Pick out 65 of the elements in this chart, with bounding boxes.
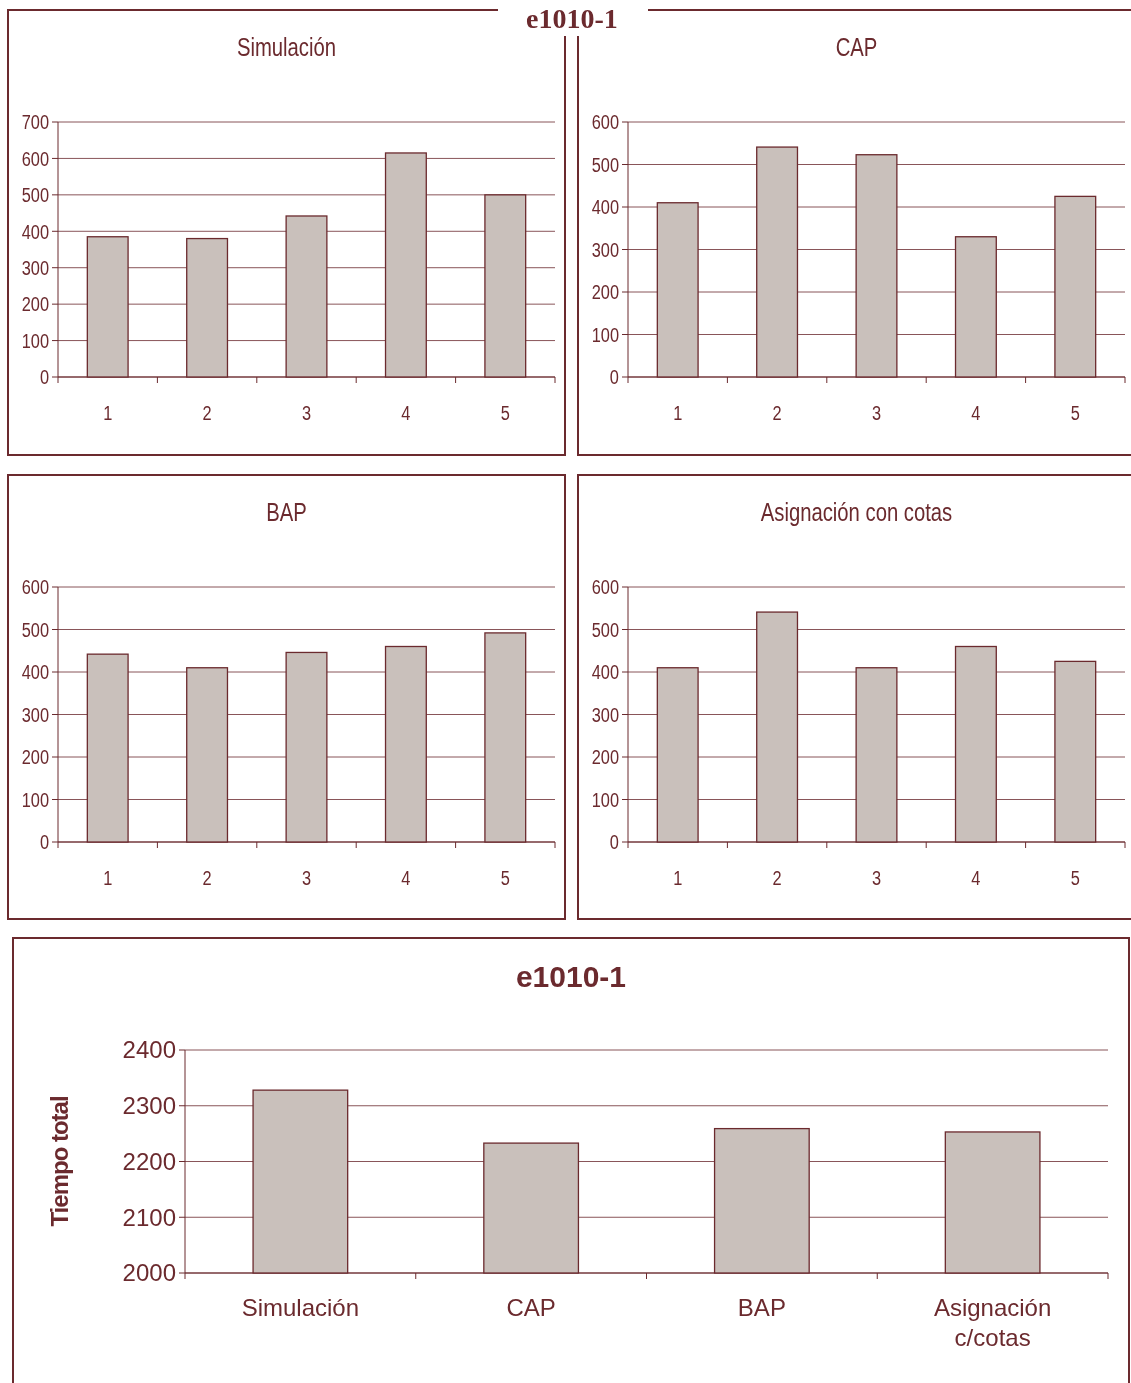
x-tick-label: 2 <box>772 866 782 890</box>
x-tick-label: Simulación <box>241 1294 360 1321</box>
chart-title: Simulación <box>236 32 337 62</box>
y-tick-label: 500 <box>591 617 619 642</box>
x-tick-label: 4 <box>401 401 411 425</box>
y-tick-label: 200 <box>591 745 619 769</box>
y-tick-label: 0 <box>609 365 619 389</box>
chart-title: e1010-1 <box>515 960 627 993</box>
y-tick-label: 300 <box>21 256 49 280</box>
x-tick-label: 2 <box>772 401 782 425</box>
y-tick-label: 300 <box>591 237 619 262</box>
x-tick-label: 1 <box>103 401 113 425</box>
x-tick-label: 1 <box>673 866 683 890</box>
y-tick-label: 200 <box>21 292 49 316</box>
y-tick-label: 500 <box>591 152 619 177</box>
chart-title: CAP <box>835 32 878 62</box>
x-tick-label: 1 <box>103 866 113 890</box>
y-tick-label: 100 <box>591 787 619 812</box>
x-tick-label: 2 <box>202 866 212 890</box>
y-tick-label: 2000 <box>122 1259 176 1287</box>
y-tick-label: 300 <box>591 702 619 727</box>
x-tick-label: 5 <box>1070 866 1080 890</box>
y-tick-label: 400 <box>591 660 619 684</box>
y-tick-label: 600 <box>21 575 49 599</box>
x-tick-label: 1 <box>673 401 683 425</box>
y-tick-label: 100 <box>591 322 619 347</box>
x-tick-label: 4 <box>401 866 411 890</box>
y-tick-label: 500 <box>21 183 49 207</box>
x-tick-label: 4 <box>971 401 981 425</box>
x-tick-label: 5 <box>500 866 510 890</box>
x-tick-label: BAP <box>737 1294 786 1321</box>
x-tick-label: 3 <box>301 401 312 425</box>
y-tick-label: 2400 <box>122 1036 176 1064</box>
x-tick-label: CAP <box>506 1294 556 1321</box>
y-tick-label: 400 <box>591 195 619 219</box>
chart-title: BAP <box>266 497 307 527</box>
text: e1010-1 <box>526 3 618 34</box>
y-axis-title: Tiempo total <box>46 1096 73 1227</box>
y-tick-label: 0 <box>609 830 619 854</box>
y-tick-label: 0 <box>39 365 49 389</box>
y-tick-label: 600 <box>591 575 619 599</box>
y-tick-label: 600 <box>591 110 619 134</box>
y-tick-label: 400 <box>21 219 49 244</box>
y-tick-label: 200 <box>591 280 619 304</box>
y-tick-label: 500 <box>21 617 49 642</box>
x-tick-label: 3 <box>301 866 312 890</box>
x-tick-label: 5 <box>500 401 510 425</box>
y-tick-label: 2200 <box>122 1147 176 1175</box>
y-tick-label: 0 <box>39 830 49 854</box>
y-tick-label: 2100 <box>122 1203 176 1231</box>
x-tick-label: 3 <box>871 866 882 890</box>
y-tick-label: 200 <box>21 745 49 769</box>
y-tick-label: 700 <box>21 110 49 134</box>
x-tick-label: Asignación c/cotas <box>933 1294 1052 1351</box>
x-tick-label: 5 <box>1070 401 1080 425</box>
x-tick-label: 3 <box>871 401 882 425</box>
x-tick-label: 2 <box>202 401 212 425</box>
y-tick-label: 100 <box>21 328 49 353</box>
y-tick-label: 100 <box>21 787 49 812</box>
y-tick-label: 600 <box>21 146 49 171</box>
x-tick-label: 4 <box>971 866 981 890</box>
y-tick-label: 2300 <box>122 1092 176 1120</box>
y-tick-label: 400 <box>21 660 49 684</box>
chart-title: Asignación con cotas <box>760 497 953 527</box>
y-tick-label: 300 <box>21 702 49 727</box>
